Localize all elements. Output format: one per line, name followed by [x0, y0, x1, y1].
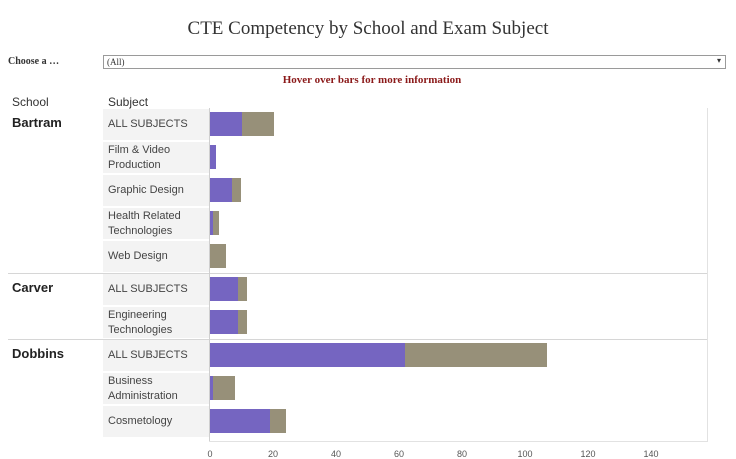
- bar-segment[interactable]: [210, 211, 213, 235]
- subject-label: Engineering Technologies: [108, 308, 172, 338]
- bar-segment[interactable]: [210, 244, 226, 268]
- subject-label-line: Film & Video: [108, 144, 171, 156]
- bar-segment[interactable]: [210, 376, 213, 400]
- subject-cell: Film & Video Production: [103, 142, 209, 173]
- bar-segment[interactable]: [232, 178, 241, 202]
- subject-label: Cosmetology: [108, 414, 172, 429]
- school-name: Bartram: [12, 115, 62, 130]
- school-name: Carver: [12, 280, 54, 295]
- subject-cell: Health Related Technologies: [103, 208, 209, 239]
- subject-cell: Cosmetology: [103, 406, 209, 437]
- bar-segment[interactable]: [210, 277, 238, 301]
- subject-column-header: Subject: [108, 95, 149, 109]
- plot-bottom-border: [209, 441, 708, 442]
- x-tick-label: 20: [267, 449, 279, 459]
- subject-label-line: Technologies: [108, 324, 173, 336]
- bar-segment[interactable]: [210, 343, 405, 367]
- bar-segment[interactable]: [213, 211, 219, 235]
- subject-label-line: Engineering: [108, 309, 167, 321]
- subject-cell: ALL SUBJECTS: [103, 109, 209, 140]
- hover-instruction: Hover over bars for more information: [282, 74, 462, 86]
- bar-segment[interactable]: [210, 178, 232, 202]
- bar-segment[interactable]: [242, 112, 274, 136]
- x-tick-label: 0: [207, 449, 213, 459]
- chart-title: CTE Competency by School and Exam Subjec…: [187, 18, 549, 39]
- subject-label-line: Health Related: [108, 210, 181, 222]
- subject-label-line: Web Design: [108, 250, 168, 262]
- subject-cell: Web Design: [103, 241, 209, 272]
- subject-cell: Engineering Technologies: [103, 307, 209, 338]
- subject-label: ALL SUBJECTS: [108, 282, 188, 297]
- subject-label: Health Related Technologies: [108, 209, 181, 239]
- school-name: Dobbins: [12, 346, 64, 361]
- subject-label-line: Technologies: [108, 225, 173, 237]
- filter-selected-value: (All): [107, 57, 125, 67]
- bar-segment[interactable]: [238, 277, 247, 301]
- subject-label-line: ALL SUBJECTS: [108, 118, 188, 130]
- subject-label-line: Administration: [108, 390, 178, 402]
- bar-segment[interactable]: [210, 112, 242, 136]
- subject-cell: ALL SUBJECTS: [103, 340, 209, 371]
- x-tick-label: 140: [643, 449, 659, 459]
- bar-segment[interactable]: [210, 310, 238, 334]
- subject-label: ALL SUBJECTS: [108, 117, 188, 132]
- subject-label-line: Cosmetology: [108, 415, 173, 427]
- school-separator: [8, 273, 708, 274]
- subject-cell: Graphic Design: [103, 175, 209, 206]
- subject-label: Web Design: [108, 249, 168, 264]
- subject-label-line: Production: [108, 159, 161, 171]
- x-tick-label: 100: [517, 449, 533, 459]
- subject-cell: Business Administration: [103, 373, 209, 404]
- subject-label-line: Business: [108, 375, 153, 387]
- subject-cell: ALL SUBJECTS: [103, 274, 209, 305]
- axis-baseline: [209, 108, 210, 442]
- bar-segment[interactable]: [213, 376, 235, 400]
- bar-segment[interactable]: [238, 310, 247, 334]
- x-tick-label: 60: [393, 449, 405, 459]
- subject-label-line: ALL SUBJECTS: [108, 349, 188, 361]
- bar-segment[interactable]: [405, 343, 547, 367]
- x-tick-label: 120: [580, 449, 596, 459]
- subject-label-line: Graphic Design: [108, 184, 184, 196]
- bar-segment[interactable]: [210, 409, 270, 433]
- plot-right-border: [707, 108, 708, 442]
- chevron-down-icon[interactable]: ▾: [716, 56, 721, 65]
- subject-label: Graphic Design: [108, 183, 184, 198]
- subject-label: ALL SUBJECTS: [108, 348, 188, 363]
- subject-label: Film & Video Production: [108, 143, 170, 173]
- school-separator: [8, 339, 708, 340]
- subject-label: Business Administration: [108, 374, 178, 404]
- x-tick-label: 80: [456, 449, 468, 459]
- bar-segment[interactable]: [210, 145, 216, 169]
- x-tick-label: 40: [330, 449, 342, 459]
- school-filter-dropdown[interactable]: (All) ▾: [103, 55, 726, 69]
- subject-label-line: ALL SUBJECTS: [108, 283, 188, 295]
- filter-label: Choose a …: [8, 56, 60, 67]
- bar-segment[interactable]: [270, 409, 286, 433]
- school-column-header: School: [12, 95, 49, 109]
